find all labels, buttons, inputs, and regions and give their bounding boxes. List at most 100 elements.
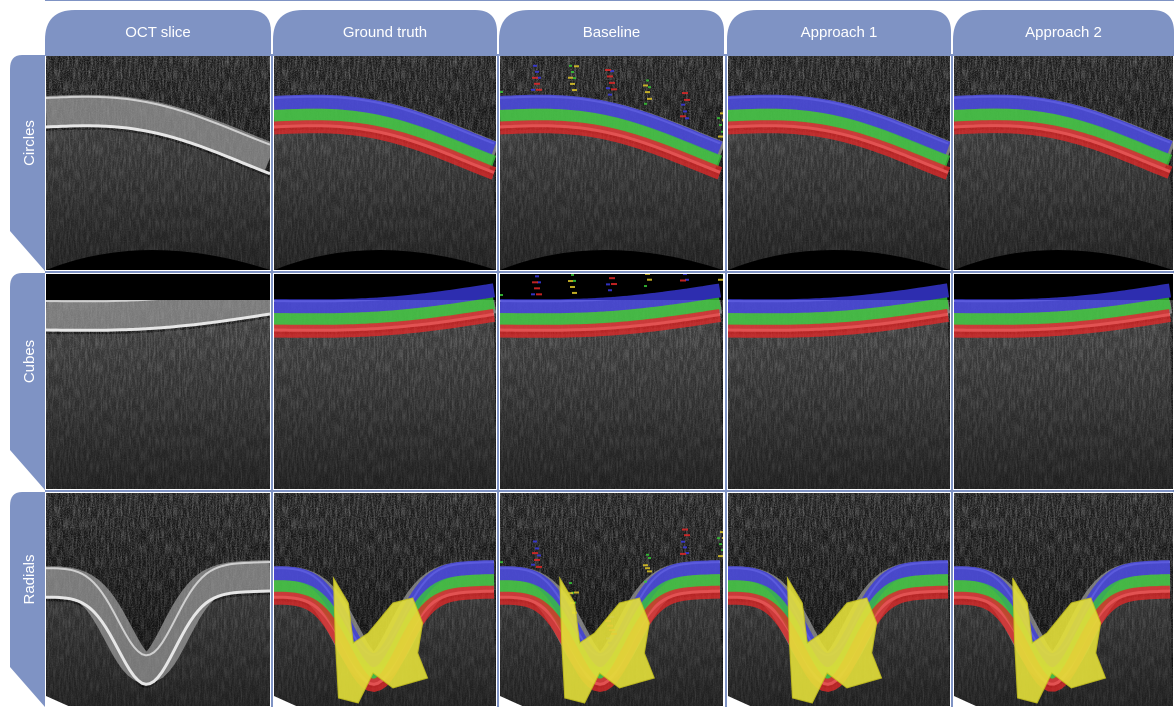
image-cell xyxy=(954,274,1173,489)
image-cell xyxy=(274,274,496,489)
image-cell xyxy=(728,274,950,489)
image-cell xyxy=(46,493,270,706)
noise-dot xyxy=(685,117,689,119)
noise-dot xyxy=(645,567,650,569)
image-cell xyxy=(46,274,270,489)
noise-dot xyxy=(531,293,535,295)
noise-dot xyxy=(680,280,686,282)
noise-dot xyxy=(532,552,538,554)
page: {"columns": ["OCT slice", "Ground truth"… xyxy=(0,0,1174,707)
noise-dot xyxy=(569,65,572,67)
depth-fade xyxy=(46,56,270,270)
noise-dot xyxy=(534,559,540,561)
noise-dot xyxy=(574,592,579,594)
noise-dot xyxy=(719,543,722,545)
noise-dot xyxy=(718,279,723,281)
noise-dot xyxy=(535,547,539,549)
noise-dot xyxy=(532,281,538,283)
noise-dot xyxy=(648,86,651,88)
noise-dot xyxy=(645,273,650,275)
noise-dot xyxy=(721,131,724,133)
noise-dot xyxy=(719,124,722,126)
noise-dot xyxy=(536,89,542,91)
noise-dot xyxy=(500,91,503,93)
noise-dot xyxy=(535,71,539,73)
row-label: Cubes xyxy=(21,340,38,383)
noise-dot xyxy=(572,89,577,91)
noise-dot xyxy=(644,285,647,287)
noise-dot xyxy=(645,91,650,93)
noise-dot xyxy=(607,75,613,77)
noise-dot xyxy=(680,553,686,555)
noise-dot xyxy=(606,283,610,285)
noise-dot xyxy=(572,292,577,294)
noise-dot xyxy=(608,94,612,96)
column-header: Baseline xyxy=(583,24,641,41)
noise-dot xyxy=(646,79,649,81)
column-header: Approach 1 xyxy=(801,24,878,41)
noise-dot xyxy=(717,537,720,539)
noise-dot xyxy=(570,286,575,288)
noise-dot xyxy=(531,89,535,91)
noise-dot xyxy=(568,280,573,282)
noise-dot xyxy=(569,582,572,584)
image-cell xyxy=(46,56,270,270)
noise-dot xyxy=(500,294,503,296)
noise-dot xyxy=(568,77,573,79)
noise-dot xyxy=(644,581,647,583)
row-label: Radials xyxy=(21,554,38,604)
noise-dot xyxy=(573,77,576,79)
image-cell xyxy=(500,493,727,706)
noise-dot xyxy=(681,541,685,543)
noise-dot xyxy=(648,557,651,559)
image-cell xyxy=(728,493,950,706)
noise-dot xyxy=(720,112,725,114)
noise-dot xyxy=(643,564,648,566)
noise-dot xyxy=(571,71,574,73)
image-cell xyxy=(500,56,727,270)
noise-dot xyxy=(534,287,540,289)
noise-dot xyxy=(647,279,652,281)
noise-dot xyxy=(647,570,652,572)
column-header: Approach 2 xyxy=(1025,24,1102,41)
noise-dot xyxy=(571,274,574,276)
noise-dot xyxy=(717,117,720,119)
image-cell xyxy=(274,56,496,270)
noise-dot xyxy=(574,65,579,67)
noise-dot xyxy=(532,77,538,79)
noise-dot xyxy=(537,554,541,556)
noise-dot xyxy=(570,83,575,85)
noise-dot xyxy=(609,82,615,84)
image-cell xyxy=(500,254,727,489)
noise-dot xyxy=(534,83,540,85)
noise-dot xyxy=(536,566,542,568)
noise-dot xyxy=(644,103,647,105)
image-cell xyxy=(728,56,950,270)
image-cell xyxy=(274,493,496,706)
noise-dot xyxy=(533,541,537,543)
noise-dot xyxy=(643,84,648,86)
noise-dot xyxy=(531,564,535,566)
noise-dot xyxy=(646,554,649,556)
noise-dot xyxy=(684,534,690,536)
noise-dot xyxy=(681,104,685,106)
noise-dot xyxy=(683,110,687,112)
image-cell xyxy=(954,56,1173,270)
noise-dot xyxy=(718,555,723,557)
noise-dot xyxy=(680,115,686,117)
noise-dot xyxy=(608,289,612,291)
figure: OCT sliceGround truthBaselineApproach 1A… xyxy=(0,0,1174,707)
noise-dot xyxy=(573,280,576,282)
noise-dot xyxy=(611,88,617,90)
top-black xyxy=(46,274,270,300)
noise-dot xyxy=(605,69,611,71)
row-label: Circles xyxy=(21,120,38,166)
noise-dot xyxy=(684,99,690,101)
noise-dot xyxy=(535,275,539,277)
noise-dot xyxy=(609,277,615,279)
noise-dot xyxy=(721,549,724,551)
noise-dot xyxy=(683,546,687,548)
noise-dot xyxy=(533,65,537,67)
image-cell xyxy=(954,493,1173,706)
noise-dot xyxy=(682,92,688,94)
